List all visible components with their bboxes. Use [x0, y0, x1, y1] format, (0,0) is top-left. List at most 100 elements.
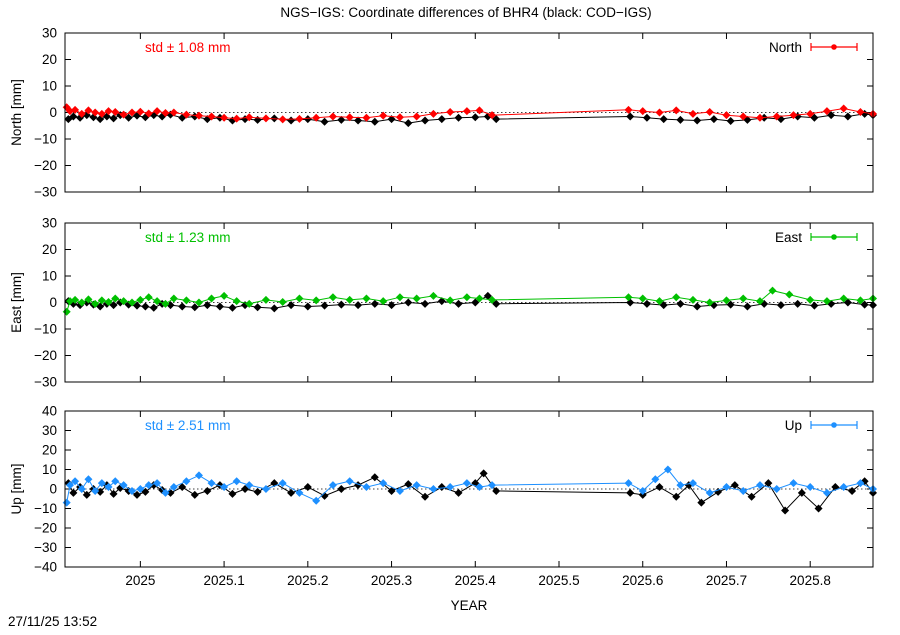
data-point — [387, 301, 396, 310]
data-point — [421, 299, 430, 308]
data-point — [492, 486, 501, 495]
data-point — [479, 469, 488, 478]
data-point — [303, 483, 312, 492]
data-point — [785, 290, 794, 299]
data-point — [462, 107, 471, 116]
data-point — [624, 105, 633, 114]
data-point — [839, 294, 848, 303]
data-point — [111, 107, 120, 116]
x-tick-label: 2025.3 — [371, 573, 412, 588]
data-point — [693, 116, 702, 125]
data-point — [328, 112, 337, 121]
data-point — [136, 107, 145, 116]
data-point — [161, 109, 170, 118]
data-point — [77, 109, 86, 118]
data-point — [626, 112, 635, 121]
data-point — [429, 485, 438, 493]
x-tick-label: 2025.6 — [622, 573, 663, 588]
data-point — [843, 112, 852, 121]
series-line — [67, 472, 874, 512]
x-tick-label: 2025.5 — [538, 573, 579, 588]
y-tick-label: −30 — [34, 375, 57, 390]
data-point — [626, 488, 635, 497]
data-point — [370, 299, 379, 308]
data-point — [109, 489, 118, 498]
data-point — [312, 496, 321, 505]
data-point — [109, 114, 118, 123]
data-point — [659, 301, 668, 310]
data-point — [228, 303, 237, 312]
data-point — [345, 295, 354, 304]
data-point — [97, 479, 106, 488]
data-point — [856, 107, 865, 116]
y-tick-label: 0 — [49, 295, 57, 310]
y-tick-label: 0 — [49, 105, 57, 120]
y-tick-label: 30 — [42, 26, 57, 41]
data-point — [190, 303, 199, 312]
data-point — [362, 113, 371, 122]
data-point — [232, 477, 241, 486]
data-point — [730, 481, 739, 490]
data-point — [379, 297, 388, 306]
data-point — [781, 506, 790, 515]
data-point — [182, 296, 191, 305]
data-point — [471, 298, 480, 307]
data-point — [642, 299, 651, 308]
panel-frame — [64, 222, 874, 383]
data-point — [144, 481, 153, 490]
data-point — [220, 291, 229, 300]
data-point — [705, 488, 714, 497]
data-point — [806, 295, 815, 304]
data-point — [178, 302, 187, 311]
data-point — [295, 294, 304, 303]
data-point — [638, 107, 647, 116]
y-tick-label: −10 — [34, 501, 57, 516]
data-point — [789, 479, 798, 488]
data-point — [395, 486, 404, 495]
data-point — [395, 293, 404, 302]
legend-marker — [831, 44, 837, 50]
data-point — [133, 301, 142, 310]
x-tick-label: 2025.7 — [706, 573, 747, 588]
data-point — [245, 299, 254, 308]
data-point — [793, 299, 802, 308]
data-point — [676, 299, 685, 308]
data-point — [182, 110, 191, 119]
data-point — [295, 488, 304, 497]
data-point — [412, 112, 421, 121]
data-point — [91, 299, 100, 308]
data-point — [839, 483, 848, 492]
data-point — [492, 299, 501, 308]
data-point — [492, 115, 501, 124]
data-point — [437, 115, 446, 124]
x-axis-label: YEAR — [451, 598, 488, 613]
data-point — [312, 113, 321, 122]
data-point — [149, 303, 158, 312]
data-point — [772, 485, 781, 493]
data-point — [345, 477, 354, 486]
data-point — [337, 485, 346, 493]
data-point — [337, 115, 346, 124]
data-point — [814, 504, 823, 513]
data-point — [270, 114, 279, 123]
y-tick-label: 10 — [42, 462, 57, 477]
data-point — [253, 487, 262, 496]
data-point — [328, 293, 337, 302]
chart-title: NGS−IGS: Coordinate differences of BHR4 … — [280, 5, 651, 20]
data-point — [241, 485, 250, 493]
data-point — [714, 487, 723, 496]
data-point — [663, 465, 672, 474]
data-point — [153, 479, 162, 488]
data-point — [153, 107, 162, 116]
data-point — [404, 119, 413, 128]
data-point — [69, 112, 78, 121]
data-point — [454, 488, 463, 497]
data-point — [84, 106, 93, 115]
data-point — [726, 116, 735, 125]
data-point — [726, 300, 735, 309]
data-point — [203, 486, 212, 495]
legend-label: Up — [785, 418, 802, 433]
data-point — [454, 299, 463, 308]
y-tick-label: −40 — [34, 560, 57, 575]
data-point — [739, 294, 748, 303]
